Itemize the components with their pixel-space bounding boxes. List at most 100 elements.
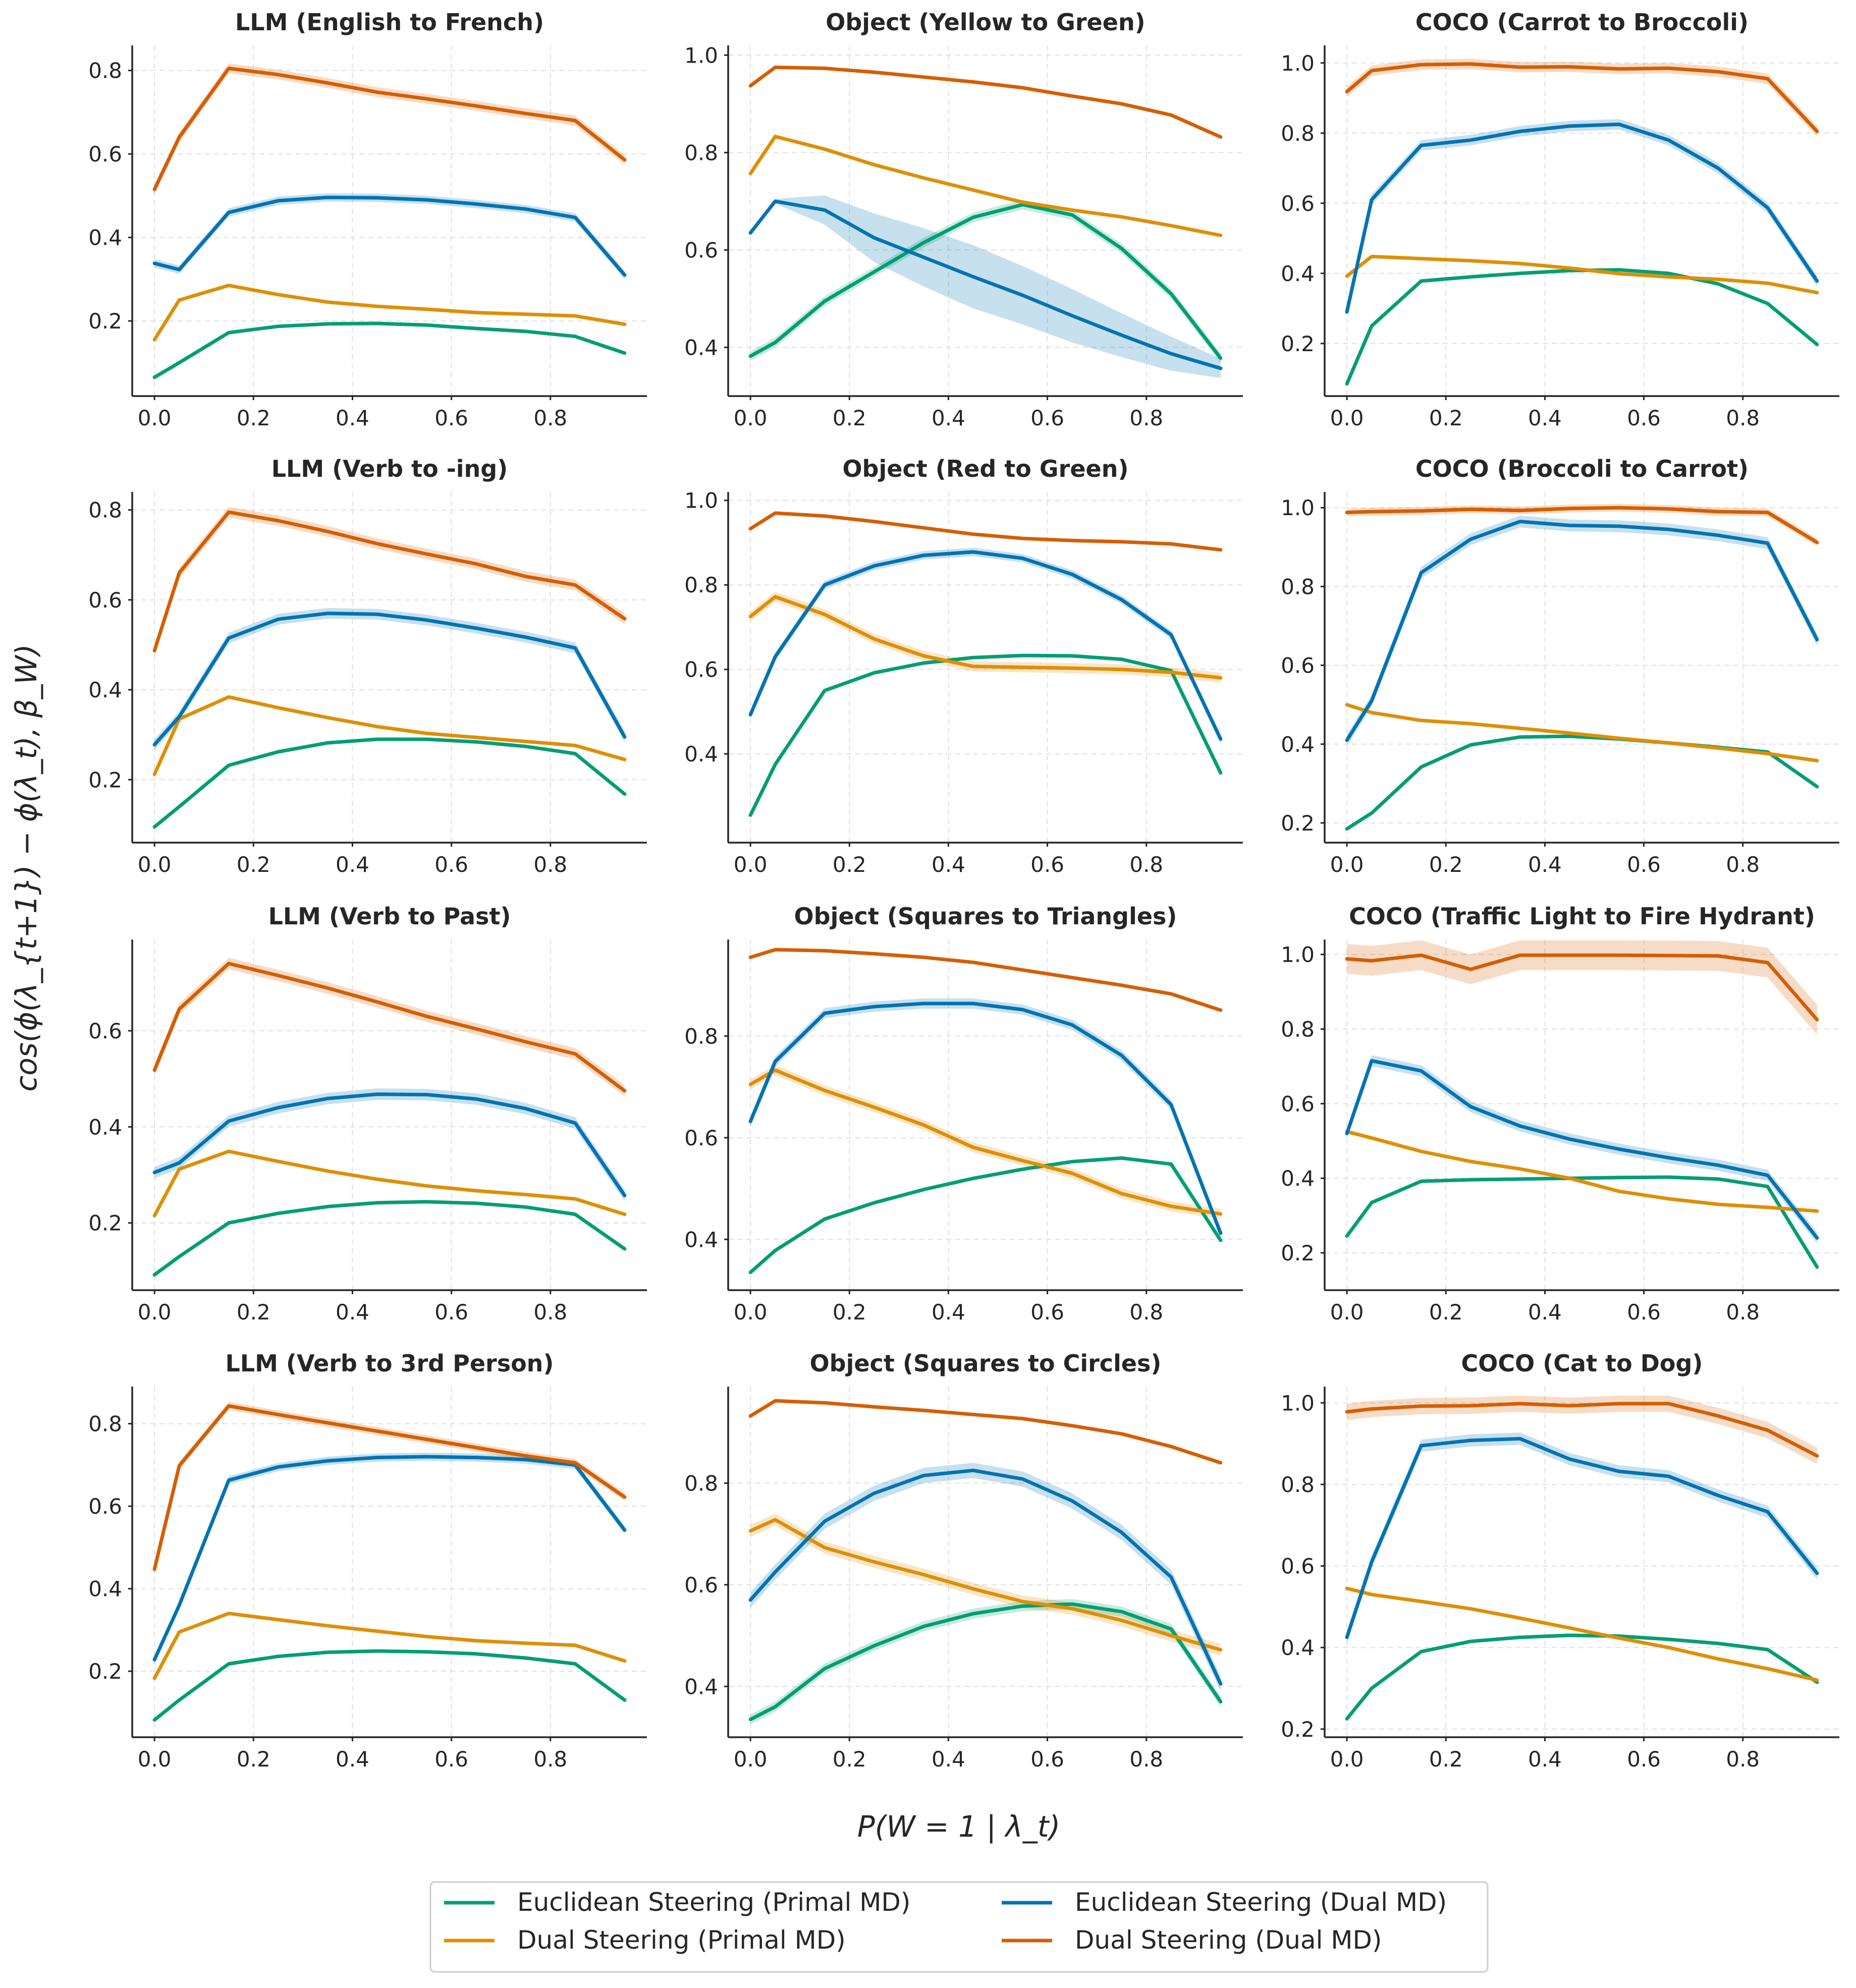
- series-line-dd: [748, 511, 1223, 552]
- y-tick-label: 0.8: [1281, 1472, 1315, 1497]
- series-line-dd: [152, 962, 627, 1093]
- legend-label: Dual Steering (Primal MD): [517, 1925, 846, 1955]
- series-line-ep: [1345, 1175, 1819, 1269]
- x-tick-label: 0.8: [1129, 1300, 1163, 1324]
- y-tick-label: 0.6: [1281, 1091, 1315, 1116]
- panel-12: 0.0 0.2 0.4 0.6 0.8 0.2 0.4 0.6 0.8 1.0 COCO (Cat …: [1281, 1350, 1839, 1772]
- band-dd: [1347, 940, 1817, 1035]
- panel-title: LLM (Verb to 3rd Person): [226, 1350, 554, 1377]
- panel-5: 0.0 0.2 0.4 0.6 0.8 0.4 0.6 0.8 1.0 Object (Red t…: [684, 455, 1243, 877]
- band-dd: [154, 63, 625, 195]
- y-tick-label: 0.6: [1281, 1554, 1315, 1579]
- legend-label: Dual Steering (Dual MD): [1075, 1925, 1382, 1955]
- x-tick-label: 0.8: [533, 1747, 567, 1772]
- x-tick-label: 0.4: [336, 1747, 369, 1772]
- series-line-dd: [1345, 1402, 1819, 1458]
- series-line-ed: [152, 1455, 627, 1662]
- x-tick-label: 0.0: [138, 852, 172, 877]
- x-tick-label: 0.4: [932, 1300, 965, 1324]
- y-tick-label: 0.4: [1281, 261, 1315, 286]
- y-tick-label: 0.2: [1281, 332, 1315, 356]
- x-tick-label: 0.4: [932, 852, 965, 877]
- series-line-dd: [1345, 62, 1819, 133]
- y-tick-label: 1.0: [684, 488, 718, 513]
- band-ed: [1347, 1432, 1817, 1644]
- x-tick-label: 0.8: [1726, 1300, 1760, 1324]
- x-tick-label: 0.0: [734, 1747, 768, 1772]
- panel-10: 0.0 0.2 0.4 0.6 0.8 0.2 0.4 0.6 0.8 LLM (Verb to …: [88, 1350, 647, 1772]
- y-tick-label: 0.6: [88, 1019, 122, 1043]
- x-tick-label: 0.2: [833, 852, 866, 877]
- x-tick-label: 0.6: [1627, 852, 1661, 877]
- y-tick-label: 0.4: [1281, 1635, 1315, 1660]
- band-dd: [154, 958, 625, 1097]
- x-tick-label: 0.0: [734, 1300, 768, 1324]
- y-tick-label: 0.8: [684, 1024, 718, 1048]
- band-ep: [750, 1599, 1221, 1725]
- series-line-ed: [748, 1468, 1223, 1686]
- y-tick-label: 0.6: [684, 1126, 718, 1150]
- x-tick-label: 0.8: [533, 852, 567, 877]
- band-dd: [154, 1402, 625, 1574]
- series-line-dd: [152, 1404, 627, 1571]
- x-tick-label: 0.8: [533, 1300, 567, 1324]
- panel-title: Object (Squares to Triangles): [794, 903, 1177, 930]
- band-ed: [1347, 515, 1817, 746]
- x-tick-label: 0.0: [1330, 852, 1364, 877]
- legend-entry-dd: Dual Steering (Dual MD): [1002, 1925, 1382, 1955]
- x-tick-label: 0.6: [1030, 1747, 1064, 1772]
- y-tick-label: 1.0: [684, 43, 718, 68]
- y-tick-label: 1.0: [1281, 943, 1315, 967]
- x-tick-label: 0.4: [336, 852, 369, 877]
- series-line-ed: [152, 1092, 627, 1197]
- x-tick-label: 0.6: [1030, 406, 1064, 430]
- y-tick-label: 0.8: [88, 1412, 122, 1437]
- series-line-dd: [748, 948, 1223, 1012]
- x-tick-label: 0.2: [237, 406, 270, 430]
- series-line-ed: [152, 195, 627, 277]
- x-tick-label: 0.0: [1330, 406, 1364, 430]
- x-tick-label: 0.2: [1429, 1300, 1463, 1324]
- band-dd: [154, 507, 625, 656]
- x-tick-label: 0.6: [1627, 1747, 1661, 1772]
- panel-title: Object (Red to Green): [842, 455, 1128, 482]
- x-tick-label: 0.0: [138, 1300, 172, 1324]
- series-line-dd: [152, 510, 627, 652]
- x-tick-label: 0.8: [1129, 406, 1163, 430]
- x-tick-label: 0.4: [336, 406, 369, 430]
- series-line-ep: [748, 203, 1223, 360]
- legend-label: Euclidean Steering (Primal MD): [517, 1888, 910, 1917]
- y-tick-label: 0.6: [684, 238, 718, 262]
- x-tick-label: 0.8: [1726, 852, 1760, 877]
- panel-1: 0.0 0.2 0.4 0.6 0.8 0.2 0.4 0.6 0.8 LLM (English …: [88, 9, 647, 430]
- series-line-dp: [1345, 703, 1819, 763]
- y-tick-label: 0.4: [684, 1227, 718, 1252]
- x-tick-label: 0.4: [1528, 406, 1562, 430]
- legend-entry-ep: Euclidean Steering (Primal MD): [444, 1888, 910, 1917]
- y-tick-label: 0.2: [88, 309, 122, 334]
- series-line-ed: [1345, 122, 1819, 314]
- panel-title: COCO (Cat to Dog): [1461, 1350, 1703, 1377]
- panel-11: 0.0 0.2 0.4 0.6 0.8 0.4 0.6 0.8 Object (Squares …: [684, 1350, 1243, 1772]
- x-tick-label: 0.8: [533, 406, 567, 430]
- y-tick-label: 0.4: [684, 1674, 718, 1699]
- band-ed: [154, 193, 625, 280]
- legend-entry-dp: Dual Steering (Primal MD): [444, 1925, 846, 1955]
- x-tick-label: 0.2: [833, 1300, 866, 1324]
- panel-title: LLM (English to French): [235, 9, 544, 36]
- series-line-ed: [1345, 520, 1819, 742]
- x-tick-label: 0.2: [237, 1300, 270, 1324]
- series-line-dd: [1345, 506, 1819, 544]
- series-line-ep: [152, 1200, 627, 1277]
- series-line-ep: [1345, 1633, 1819, 1721]
- y-tick-label: 0.8: [1281, 1017, 1315, 1041]
- panel-3: 0.0 0.2 0.4 0.6 0.8 0.2 0.4 0.6 0.8 1.0 COCO (Carr…: [1281, 9, 1839, 430]
- panel-8: 0.0 0.2 0.4 0.6 0.8 0.4 0.6 0.8 Object (Squares …: [684, 903, 1243, 1324]
- y-tick-label: 0.2: [88, 1659, 122, 1684]
- x-tick-label: 0.2: [1429, 852, 1463, 877]
- panel-title: COCO (Traffic Light to Fire Hydrant): [1349, 903, 1815, 930]
- series-line-ed: [748, 1002, 1223, 1235]
- series-line-dd: [748, 65, 1223, 139]
- y-tick-label: 0.6: [1281, 653, 1315, 678]
- series-line-dp: [748, 1068, 1223, 1216]
